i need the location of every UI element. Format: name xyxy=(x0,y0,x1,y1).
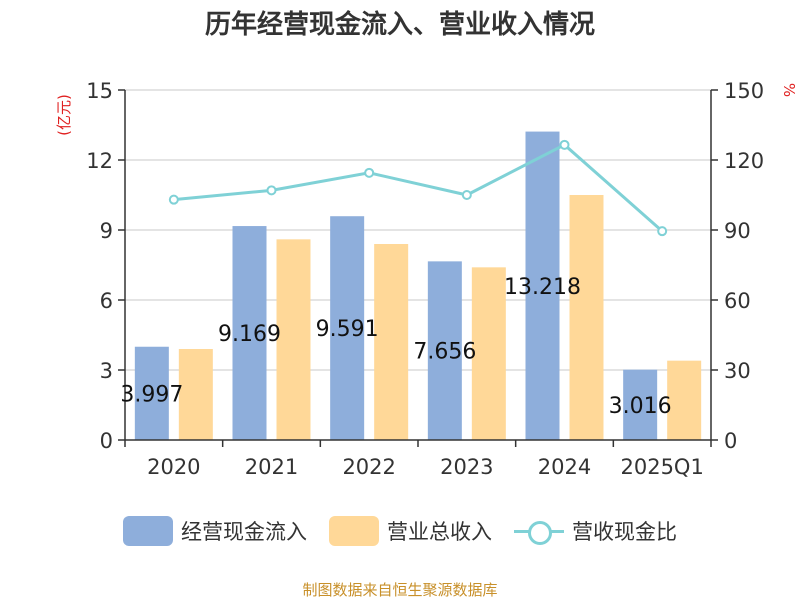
bar-cash-inflow xyxy=(525,131,560,440)
bar-cash-inflow xyxy=(427,261,462,440)
data-label-cash-inflow: 13.218 xyxy=(504,275,581,300)
left-tick-label: 9 xyxy=(100,219,113,243)
bar-cash-inflow xyxy=(232,226,267,440)
right-tick-label: 30 xyxy=(724,359,751,383)
legend: 经营现金流入 营业总收入 营收现金比 xyxy=(0,516,800,546)
data-label-cash-inflow: 3.997 xyxy=(120,382,183,407)
right-tick-label: 150 xyxy=(724,79,764,103)
bar-revenue xyxy=(178,349,213,440)
ratio-line xyxy=(173,143,664,233)
bar-cash-inflow xyxy=(623,369,658,440)
bar-cash-inflow xyxy=(134,346,169,440)
ratio-point xyxy=(461,190,472,200)
left-tick-label: 15 xyxy=(86,79,113,103)
ratio-point xyxy=(364,167,375,178)
chart-title: 历年经营现金流入、营业收入情况 xyxy=(204,10,595,40)
ratio-point xyxy=(657,226,668,237)
right-tick-label: 120 xyxy=(724,149,764,173)
data-label-cash-inflow: 3.016 xyxy=(609,394,672,419)
legend-item-cash-ratio[interactable]: 营收现金比 xyxy=(514,516,677,546)
bar-cash-inflow xyxy=(330,216,365,440)
bar-revenue xyxy=(374,244,409,440)
legend-label-cash-ratio: 营收现金比 xyxy=(572,520,677,544)
right-tick-label: 0 xyxy=(724,429,737,453)
data-label-cash-inflow: 9.169 xyxy=(218,322,281,347)
legend-swatch-revenue xyxy=(329,516,379,546)
legend-item-cash-inflow[interactable]: 经营现金流入 xyxy=(123,516,307,546)
legend-item-revenue[interactable]: 营业总收入 xyxy=(329,516,492,546)
left-tick-label: 3 xyxy=(100,359,113,383)
x-tick-label: 2025Q1 xyxy=(620,455,703,479)
left-tick-label: 12 xyxy=(86,149,113,173)
left-tick-label: 0 xyxy=(100,429,113,453)
ratio-point xyxy=(266,185,277,196)
bar-revenue xyxy=(471,267,506,440)
right-tick-label: 60 xyxy=(724,289,751,313)
legend-label-cash-inflow: 经营现金流入 xyxy=(181,520,307,544)
x-tick-label: 2022 xyxy=(342,455,395,479)
ratio-point xyxy=(559,139,570,150)
legend-swatch-cash-inflow xyxy=(123,516,173,546)
legend-label-revenue: 营业总收入 xyxy=(387,520,492,544)
x-tick-label: 2021 xyxy=(245,455,298,479)
data-label-cash-inflow: 9.591 xyxy=(316,317,379,342)
ratio-point xyxy=(168,194,179,205)
left-axis-unit: (亿元) xyxy=(55,94,73,136)
bar-revenue xyxy=(569,195,604,440)
x-tick-label: 2020 xyxy=(147,455,200,479)
x-tick-label: 2023 xyxy=(440,455,493,479)
left-tick-label: 6 xyxy=(100,289,113,313)
bar-revenue xyxy=(276,239,311,440)
x-tick-label: 2024 xyxy=(538,455,591,479)
right-axis-unit: % xyxy=(780,83,798,97)
bar-revenue xyxy=(667,360,702,440)
legend-swatch-cash-ratio xyxy=(514,516,564,546)
source-note: 制图数据来自恒生聚源数据库 xyxy=(302,581,498,599)
data-label-cash-inflow: 7.656 xyxy=(413,340,476,365)
right-tick-label: 90 xyxy=(724,219,751,243)
